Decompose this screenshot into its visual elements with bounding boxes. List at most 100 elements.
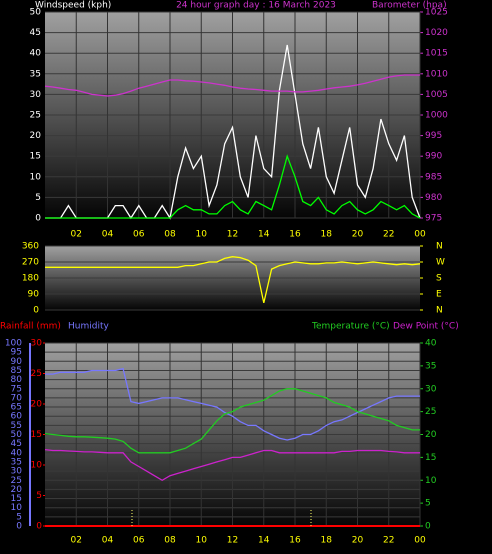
x-tick-label: 18 [321,230,333,240]
y-tick-label: 65 [11,403,22,413]
x-tick-label: 02 [71,536,82,546]
y2-tick-label: 1020 [425,28,448,38]
y3-tick-label: 30 [31,339,43,349]
x-tick-label: 04 [102,536,114,546]
y2-tick-label: 5 [425,499,431,509]
y-tick-label: 0 [33,306,39,316]
x-tick-label: 00 [414,230,426,240]
y-tick-label: 20 [30,131,42,141]
y2-tick-label: E [436,290,442,300]
series-line [45,256,421,304]
y2-tick-label: 1025 [425,8,448,18]
chart-title: 24 hour graph day : 16 March 2023 [176,1,336,11]
y-tick-label: 30 [30,90,42,100]
y-tick-label: 55 [11,421,22,431]
y2-tick-label: 0 [425,522,431,532]
x-tick-label: 12 [227,536,238,546]
x-tick-label: 22 [383,536,394,546]
x-tick-label: 00 [414,536,426,546]
y-tick-label: 95 [11,348,22,358]
y-tick-label: 0 [16,522,22,532]
y2-tick-label: 20 [425,430,437,440]
x-tick-label: 14 [258,536,270,546]
y2-tick-label: 985 [425,172,442,182]
y2-tick-label: S [436,274,442,284]
series-line [45,367,420,441]
y-tick-label: 90 [11,357,23,367]
x-tick-label: 10 [196,230,208,240]
y2-axis-title: Barometer (hpa) [372,1,447,11]
y3-tick-label: 15 [31,430,42,440]
y2-tick-label: 1015 [425,49,448,59]
y-tick-label: 25 [30,111,41,121]
y-tick-label: 15 [11,494,22,504]
y2-tick-label: 15 [425,453,436,463]
x-tick-label: 20 [352,536,364,546]
x-tick-label: 02 [71,230,82,240]
x-tick-label: 12 [227,230,238,240]
y-tick-label: 75 [11,384,22,394]
y-tick-label: 35 [30,69,41,79]
x-tick-label: 16 [289,536,301,546]
y-tick-label: 0 [35,214,41,224]
y-tick-label: 10 [11,503,23,513]
x-tick-label: 22 [383,230,394,240]
y-tick-label: 35 [11,457,22,467]
y-tick-label: 50 [11,430,23,440]
y-tick-label: 270 [22,258,39,268]
y-tick-label: 70 [11,393,23,403]
y3-tick-label: 20 [31,400,43,410]
y3-tick-label: 5 [36,491,42,501]
y-tick-label: 50 [30,8,42,18]
y2-tick-label: 995 [425,131,442,141]
y2-tick-label: 1010 [425,69,448,79]
y-tick-label: 40 [11,448,23,458]
y-tick-label: 360 [22,242,39,252]
y-tick-label: 100 [5,339,22,349]
y-tick-label: 5 [35,193,41,203]
x-tick-label: 06 [133,230,145,240]
y-tick-label: 90 [28,290,40,300]
y-tick-label: 10 [30,172,42,182]
y2-tick-label: 10 [425,476,437,486]
y2-tick-label: N [436,242,443,252]
series-line [45,154,421,219]
x-tick-label: 14 [258,230,270,240]
legend-label: Temperature (°C) [311,322,390,332]
y3-tick-label: 10 [31,461,43,471]
y-tick-label: 15 [30,152,41,162]
y2-tick-label: 40 [425,339,437,349]
x-tick-label: 08 [164,536,176,546]
series-line [44,448,420,482]
y-tick-label: 5 [16,512,22,522]
x-tick-label: 16 [289,230,301,240]
y-tick-label: 60 [11,412,23,422]
y-tick-label: 20 [11,485,23,495]
series-line [44,74,420,97]
y3-tick-label: 0 [36,522,42,532]
y2-tick-label: 975 [425,214,442,224]
y-axis-title: Windspeed (kph) [35,1,111,11]
y-tick-label: 25 [11,476,22,486]
x-tick-label: 18 [321,536,333,546]
y2-tick-label: 980 [425,193,442,203]
x-tick-label: 04 [102,230,114,240]
x-tick-label: 08 [164,230,176,240]
y-tick-label: 85 [11,366,22,376]
y-tick-label: 80 [11,375,23,385]
y2-tick-label: 1005 [425,90,448,100]
x-tick-label: 06 [133,536,145,546]
y-tick-label: 45 [11,439,22,449]
y2-tick-label: 35 [425,361,436,371]
y-tick-label: 40 [30,49,42,59]
y2-tick-label: W [436,258,445,268]
y2-tick-label: 1000 [425,111,448,121]
y2-tick-label: 990 [425,152,442,162]
legend-label: Rainfall (mm) [0,322,61,332]
x-tick-label: 20 [352,230,364,240]
y2-tick-label: N [436,306,443,316]
y-tick-label: 180 [22,274,39,284]
y-tick-label: 45 [30,28,41,38]
legend-label: Dew Point (°C) [393,322,459,332]
